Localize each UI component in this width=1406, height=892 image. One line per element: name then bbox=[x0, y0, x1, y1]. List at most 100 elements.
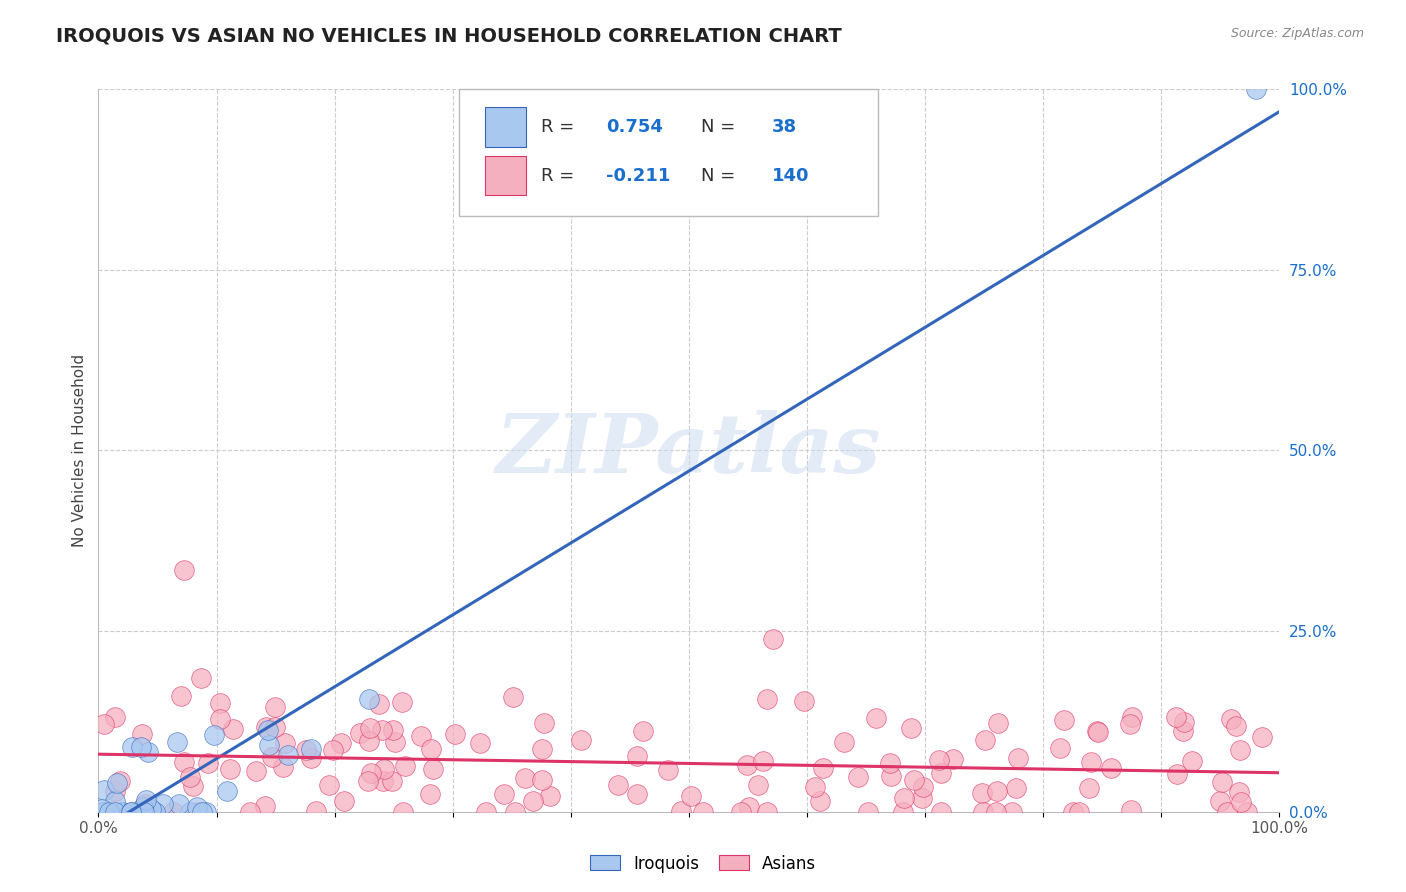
Point bbox=[91, 805, 114, 819]
Point bbox=[392, 805, 415, 819]
Point bbox=[972, 805, 994, 819]
Point bbox=[522, 794, 544, 808]
Point bbox=[190, 672, 212, 686]
Point bbox=[929, 766, 952, 780]
Point bbox=[256, 720, 278, 734]
Point bbox=[257, 738, 280, 752]
Point bbox=[381, 774, 404, 789]
Point bbox=[1211, 774, 1233, 789]
Point bbox=[1166, 710, 1188, 724]
Point bbox=[103, 784, 125, 798]
Point bbox=[271, 760, 294, 774]
Point bbox=[531, 742, 554, 756]
Point bbox=[808, 793, 831, 807]
Point bbox=[349, 725, 371, 739]
Point bbox=[1236, 805, 1258, 819]
Text: 140: 140 bbox=[772, 167, 808, 185]
Point bbox=[803, 780, 825, 795]
Point bbox=[1230, 796, 1253, 810]
Point bbox=[747, 778, 769, 792]
Point bbox=[128, 804, 150, 818]
Point bbox=[194, 805, 217, 819]
Point bbox=[110, 805, 132, 819]
Point bbox=[217, 784, 239, 798]
Point bbox=[631, 723, 654, 738]
Point bbox=[197, 756, 219, 770]
Point bbox=[1078, 780, 1101, 795]
Point bbox=[813, 761, 835, 775]
Point bbox=[1227, 785, 1250, 799]
Point bbox=[181, 779, 204, 793]
Text: -0.211: -0.211 bbox=[606, 167, 671, 185]
Point bbox=[1208, 794, 1230, 808]
Point bbox=[880, 769, 903, 783]
Point bbox=[187, 805, 209, 819]
Point bbox=[474, 805, 496, 819]
Point bbox=[858, 805, 880, 819]
Point bbox=[1229, 743, 1251, 757]
Point bbox=[222, 722, 245, 736]
Point bbox=[360, 766, 382, 780]
Legend: Iroquois, Asians: Iroquois, Asians bbox=[583, 848, 823, 880]
Point bbox=[468, 736, 491, 750]
Point bbox=[987, 716, 1010, 731]
Point bbox=[538, 789, 561, 803]
Point bbox=[1062, 805, 1084, 819]
Point bbox=[669, 804, 692, 818]
Point bbox=[1067, 805, 1090, 819]
Text: IROQUOIS VS ASIAN NO VEHICLES IN HOUSEHOLD CORRELATION CHART: IROQUOIS VS ASIAN NO VEHICLES IN HOUSEHO… bbox=[56, 27, 842, 45]
Y-axis label: No Vehicles in Household: No Vehicles in Household bbox=[72, 354, 87, 547]
Point bbox=[1004, 781, 1026, 796]
Point bbox=[91, 802, 114, 816]
Point bbox=[277, 747, 299, 762]
Point bbox=[367, 698, 389, 712]
Point bbox=[322, 743, 344, 757]
Point bbox=[132, 805, 155, 819]
Point bbox=[104, 794, 127, 808]
Point bbox=[1085, 724, 1108, 739]
Point bbox=[97, 805, 120, 819]
Point bbox=[530, 772, 553, 787]
Point bbox=[108, 774, 131, 789]
Point bbox=[359, 721, 381, 735]
Point bbox=[104, 710, 127, 724]
Text: N =: N = bbox=[700, 167, 741, 185]
Point bbox=[209, 712, 232, 726]
Point bbox=[1166, 766, 1188, 780]
Point bbox=[419, 787, 441, 801]
Point bbox=[105, 776, 128, 790]
Point bbox=[929, 805, 952, 819]
Point bbox=[357, 691, 380, 706]
Point bbox=[134, 797, 156, 811]
Point bbox=[245, 764, 267, 779]
Text: 0.754: 0.754 bbox=[606, 118, 664, 136]
Point bbox=[305, 804, 328, 818]
Point bbox=[262, 750, 284, 764]
Point bbox=[135, 793, 157, 807]
Point bbox=[1001, 805, 1024, 819]
Point bbox=[332, 794, 354, 808]
Text: ZIPatlas: ZIPatlas bbox=[496, 410, 882, 491]
Point bbox=[900, 721, 922, 735]
Point bbox=[373, 774, 395, 789]
Point bbox=[121, 740, 143, 755]
Text: R =: R = bbox=[541, 118, 581, 136]
Point bbox=[384, 734, 406, 748]
Point bbox=[1121, 803, 1143, 817]
Point bbox=[357, 734, 380, 748]
Text: 38: 38 bbox=[772, 118, 797, 136]
Point bbox=[120, 805, 142, 819]
FancyBboxPatch shape bbox=[458, 89, 877, 216]
Point bbox=[129, 739, 152, 754]
Point bbox=[730, 805, 752, 819]
Point bbox=[170, 690, 193, 704]
Point bbox=[762, 632, 785, 647]
Text: N =: N = bbox=[700, 118, 741, 136]
Point bbox=[1216, 805, 1239, 819]
Point bbox=[409, 729, 432, 743]
Point bbox=[494, 788, 516, 802]
Point bbox=[1244, 82, 1267, 96]
Point bbox=[391, 695, 413, 709]
Point bbox=[756, 692, 779, 706]
Point bbox=[179, 805, 201, 819]
